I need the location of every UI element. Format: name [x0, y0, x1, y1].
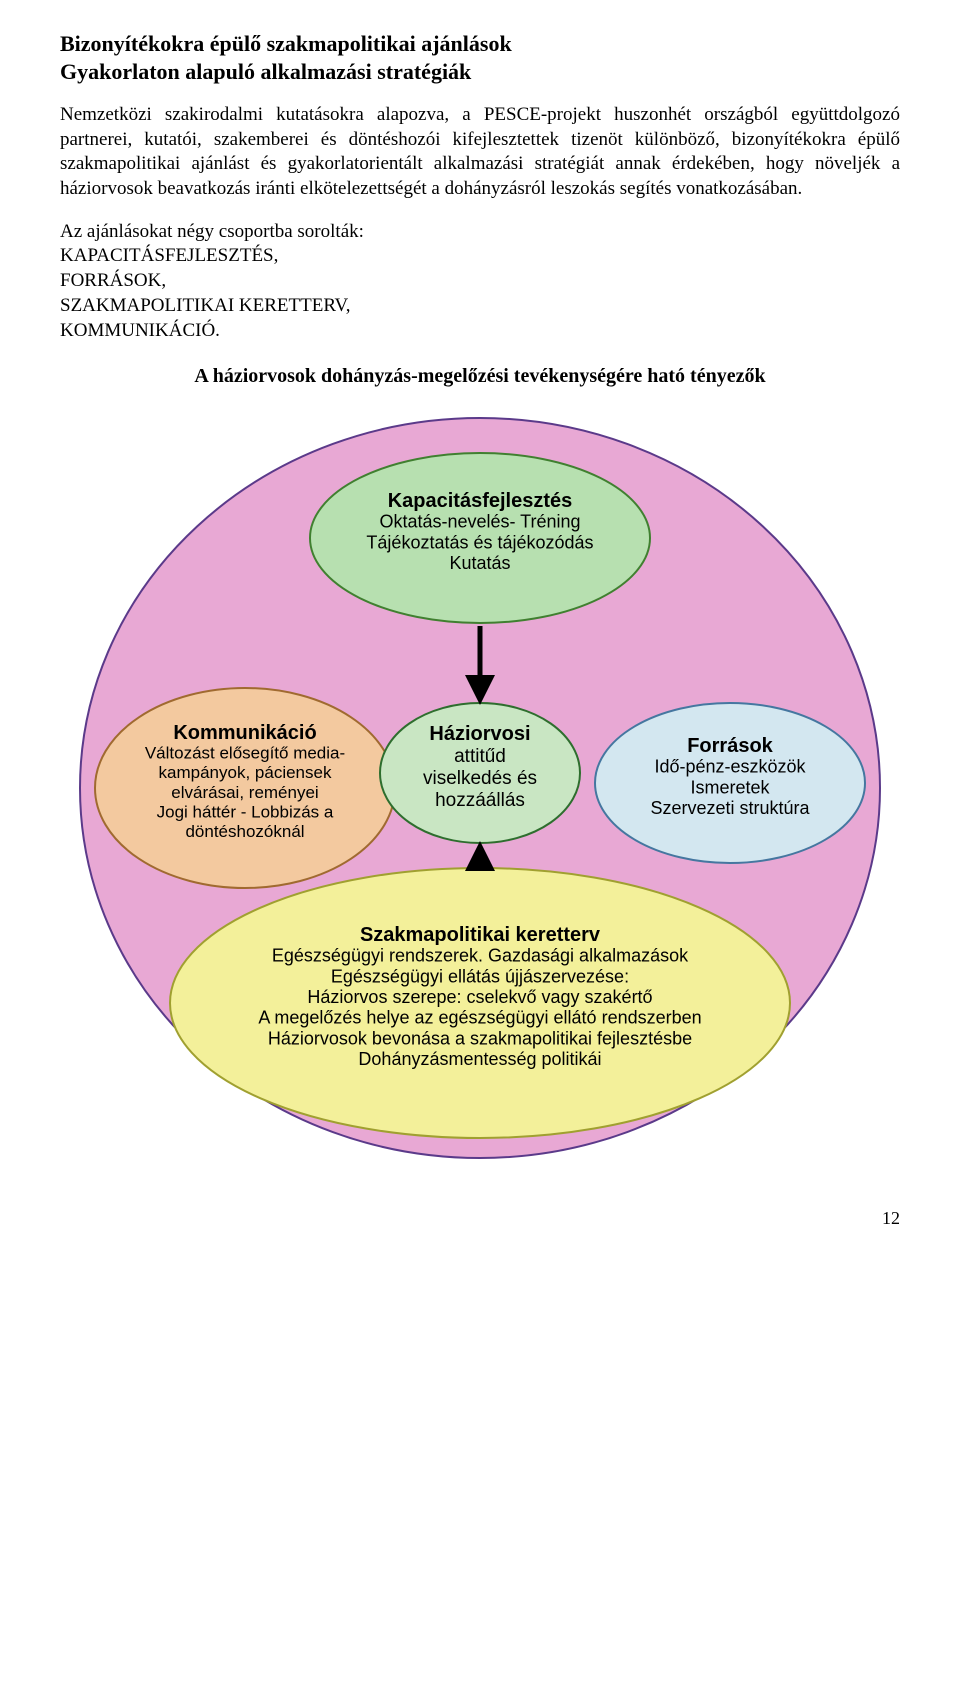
diagram-container: Szakmapolitikai kerettervEgészségügyi re…: [60, 408, 900, 1168]
svg-text:Idő-pénz-eszközök: Idő-pénz-eszközök: [654, 757, 806, 777]
svg-text:Háziorvos szerepe: cselekvő va: Háziorvos szerepe: cselekvő vagy szakért…: [307, 987, 652, 1007]
list-item-3: SZAKMAPOLITIKAI KERETTERV,: [60, 295, 351, 316]
list-item-4: KOMMUNIKÁCIÓ.: [60, 320, 220, 341]
list-item-1: KAPACITÁSFEJLESZTÉS,: [60, 245, 278, 266]
svg-text:kampányok, páciensek: kampányok, páciensek: [159, 763, 332, 782]
svg-text:Kutatás: Kutatás: [449, 553, 510, 573]
svg-text:Szervezeti struktúra: Szervezeti struktúra: [650, 798, 810, 818]
page-number: 12: [60, 1208, 900, 1229]
svg-text:A megelőzés helye az egészségü: A megelőzés helye az egészségügyi ellátó…: [258, 1008, 701, 1028]
svg-text:Szakmapolitikai keretterv: Szakmapolitikai keretterv: [360, 924, 601, 946]
svg-text:Tájékoztatás és tájékozódás: Tájékoztatás és tájékozódás: [366, 533, 593, 553]
page-heading: Bizonyítékokra épülő szakmapolitikai ajá…: [60, 30, 900, 85]
svg-text:Változást elősegítő media-: Változást elősegítő media-: [145, 744, 345, 763]
factors-diagram: Szakmapolitikai kerettervEgészségügyi re…: [70, 408, 890, 1168]
svg-text:Jogi háttér - Lobbizás a: Jogi háttér - Lobbizás a: [157, 803, 334, 822]
heading-line-2: Gyakorlaton alapuló alkalmazási stratégi…: [60, 59, 471, 84]
svg-text:attitűd: attitűd: [454, 746, 506, 767]
list-intro: Az ajánlásokat négy csoportba sorolták:: [60, 221, 364, 242]
diagram-title: A háziorvosok dohányzás-megelőzési tevék…: [60, 365, 900, 388]
svg-text:Források: Források: [687, 735, 773, 757]
grouping-list: Az ajánlásokat négy csoportba sorolták: …: [60, 220, 900, 343]
svg-text:Háziorvosi: Háziorvosi: [429, 723, 530, 745]
svg-text:Háziorvosok bevonása a szakmap: Háziorvosok bevonása a szakmapolitikai f…: [268, 1029, 692, 1049]
heading-line-1: Bizonyítékokra épülő szakmapolitikai ajá…: [60, 31, 512, 56]
svg-text:Egészségügyi rendszerek. Gazda: Egészségügyi rendszerek. Gazdasági alkal…: [272, 946, 689, 966]
svg-text:Ismeretek: Ismeretek: [690, 778, 770, 798]
svg-text:Dohányzásmentesség politikái: Dohányzásmentesség politikái: [358, 1049, 601, 1069]
svg-text:Oktatás-nevelés- Tréning: Oktatás-nevelés- Tréning: [379, 512, 580, 532]
svg-text:döntéshozóknál: döntéshozóknál: [185, 822, 304, 841]
svg-text:viselkedés és: viselkedés és: [423, 768, 537, 789]
svg-text:Kapacitásfejlesztés: Kapacitásfejlesztés: [388, 490, 573, 512]
svg-text:elvárásai, reményei: elvárásai, reményei: [171, 783, 318, 802]
intro-paragraph: Nemzetközi szakirodalmi kutatásokra alap…: [60, 103, 900, 202]
svg-text:hozzáállás: hozzáállás: [435, 790, 525, 811]
list-item-2: FORRÁSOK,: [60, 270, 166, 291]
svg-text:Egészségügyi ellátás újjászerv: Egészségügyi ellátás újjászervezése:: [331, 966, 629, 986]
svg-text:Kommunikáció: Kommunikáció: [173, 722, 316, 744]
